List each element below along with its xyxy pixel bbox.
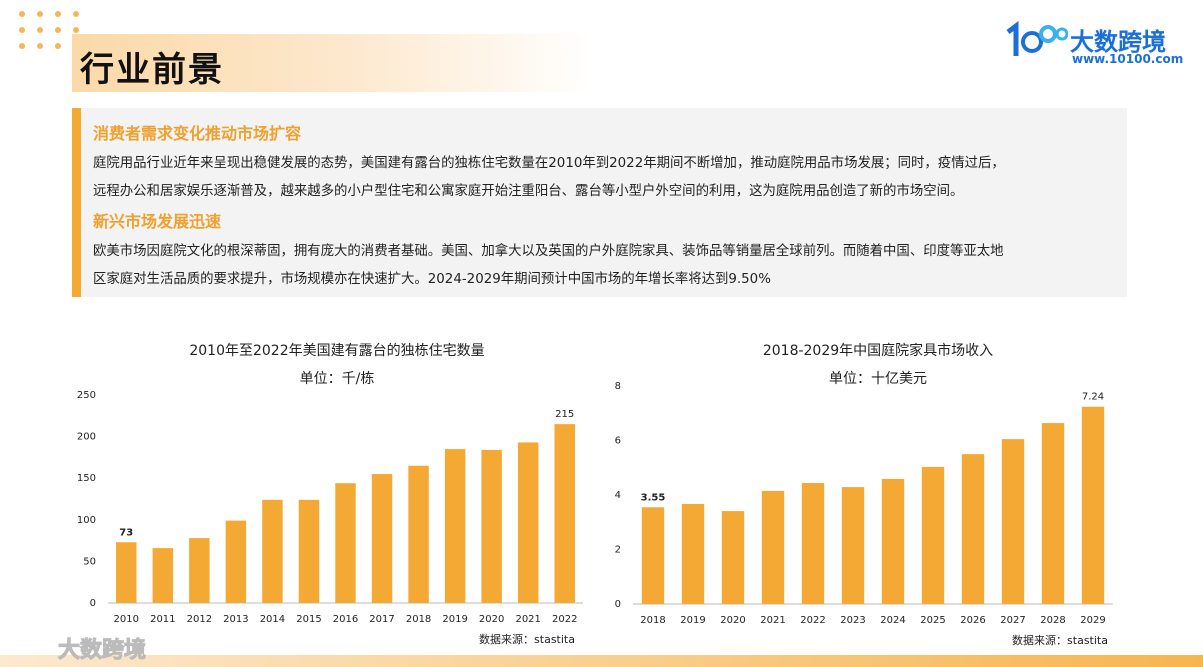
y-tick-label: 0 [90, 598, 96, 609]
bar [444, 449, 466, 603]
x-tick-label: 2024 [880, 615, 905, 626]
bar [1001, 439, 1025, 604]
chart-subtitle: 单位：十亿美元 [829, 371, 927, 387]
bar [801, 483, 825, 604]
footer-band [0, 655, 1203, 667]
body-line: 庭院用品行业近年来呈现出稳健发展的态势，美国建有露台的独栋住宅数量在2010年到… [93, 156, 1005, 171]
logo-icon [1006, 21, 1068, 56]
bar [921, 466, 945, 604]
x-tick-label: 2018 [406, 614, 431, 625]
x-tick-label: 2025 [920, 615, 945, 626]
y-tick-label: 8 [615, 381, 621, 392]
y-tick-label: 250 [77, 390, 96, 401]
x-tick-label: 2021 [760, 615, 785, 626]
x-tick-label: 2020 [720, 615, 745, 626]
watermark: 大数跨境 [57, 638, 147, 664]
x-tick-label: 2022 [552, 614, 577, 625]
y-tick-label: 6 [615, 436, 621, 447]
bar [961, 454, 985, 604]
bar [881, 478, 905, 604]
bar [225, 520, 247, 603]
x-tick-label: 2020 [479, 614, 504, 625]
section-heading: 新兴市场发展迅速 [93, 212, 222, 231]
y-tick-label: 4 [615, 490, 621, 501]
bar [371, 474, 393, 603]
bar [721, 511, 745, 604]
x-tick-label: 2010 [114, 614, 139, 625]
chart-title: 2010年至2022年美国建有露台的独栋住宅数量 [189, 342, 484, 359]
x-tick-label: 2021 [515, 614, 540, 625]
bar [262, 499, 283, 603]
bar [761, 490, 785, 604]
y-tick-label: 100 [77, 515, 96, 526]
y-tick-label: 2 [615, 545, 621, 556]
y-tick-label: 0 [615, 599, 621, 610]
bar [517, 442, 539, 603]
text-panel: 消费者需求变化推动市场扩容 庭院用品行业近年来呈现出稳健发展的态势，美国建有露台… [72, 108, 1127, 297]
data-label: 215 [555, 409, 574, 420]
data-label: 73 [119, 527, 133, 538]
x-tick-label: 2017 [369, 614, 394, 625]
page-title: 行业前景 [80, 50, 224, 90]
bar [641, 507, 665, 604]
y-tick-label: 200 [77, 432, 96, 443]
bar [554, 424, 575, 603]
title-band [72, 34, 592, 92]
body-line: 远程办公和居家娱乐逐渐普及，越来越多的小户型住宅和公寓家庭开始注重阳台、露台等小… [93, 184, 964, 199]
bar [681, 503, 705, 604]
bar [116, 542, 137, 603]
x-tick-label: 2019 [680, 615, 705, 626]
data-label: 3.55 [641, 492, 666, 503]
x-tick-label: 2027 [1000, 615, 1025, 626]
data-label: 7.24 [1082, 392, 1104, 403]
brand-url: www.10100.com [1072, 52, 1184, 66]
x-tick-label: 2018 [640, 615, 665, 626]
body-line: 区家庭对生活品质的要求提升，市场规模亦在快速扩大。2024-2029年期间预计中… [93, 272, 771, 287]
x-tick-label: 2023 [840, 615, 865, 626]
x-tick-label: 2029 [1080, 615, 1105, 626]
x-tick-label: 2013 [223, 614, 248, 625]
x-tick-label: 2022 [800, 615, 825, 626]
x-tick-label: 2028 [1040, 615, 1065, 626]
bar [335, 483, 356, 603]
bar [152, 548, 174, 603]
bar [841, 487, 865, 604]
x-tick-label: 2014 [260, 614, 285, 625]
y-tick-label: 150 [77, 473, 96, 484]
bar [1081, 406, 1105, 604]
x-tick-label: 2026 [960, 615, 985, 626]
chart-title: 2018-2029年中国庭院家具市场收入 [763, 342, 993, 359]
bar [189, 538, 210, 603]
chart-subtitle: 单位：千/栋 [300, 370, 375, 387]
x-tick-label: 2019 [442, 614, 467, 625]
section-heading: 消费者需求变化推动市场扩容 [93, 124, 302, 143]
dot-decoration [19, 11, 79, 49]
bar [298, 499, 320, 603]
body-line: 欧美市场因庭院文化的根深蒂固，拥有庞大的消费者基础。美国、加拿大以及英国的户外庭… [93, 244, 1004, 259]
x-tick-label: 2016 [333, 614, 358, 625]
x-tick-label: 2015 [296, 614, 321, 625]
y-tick-label: 50 [83, 556, 96, 567]
brand-name: 大数跨境 [1070, 28, 1166, 56]
bar [1041, 423, 1065, 604]
source-note: 数据来源：stastita [1012, 633, 1108, 647]
bar [408, 465, 429, 603]
bar [481, 449, 502, 603]
x-tick-label: 2012 [187, 614, 212, 625]
source-note: 数据来源：stastita [479, 632, 575, 646]
x-tick-label: 2011 [150, 614, 175, 625]
